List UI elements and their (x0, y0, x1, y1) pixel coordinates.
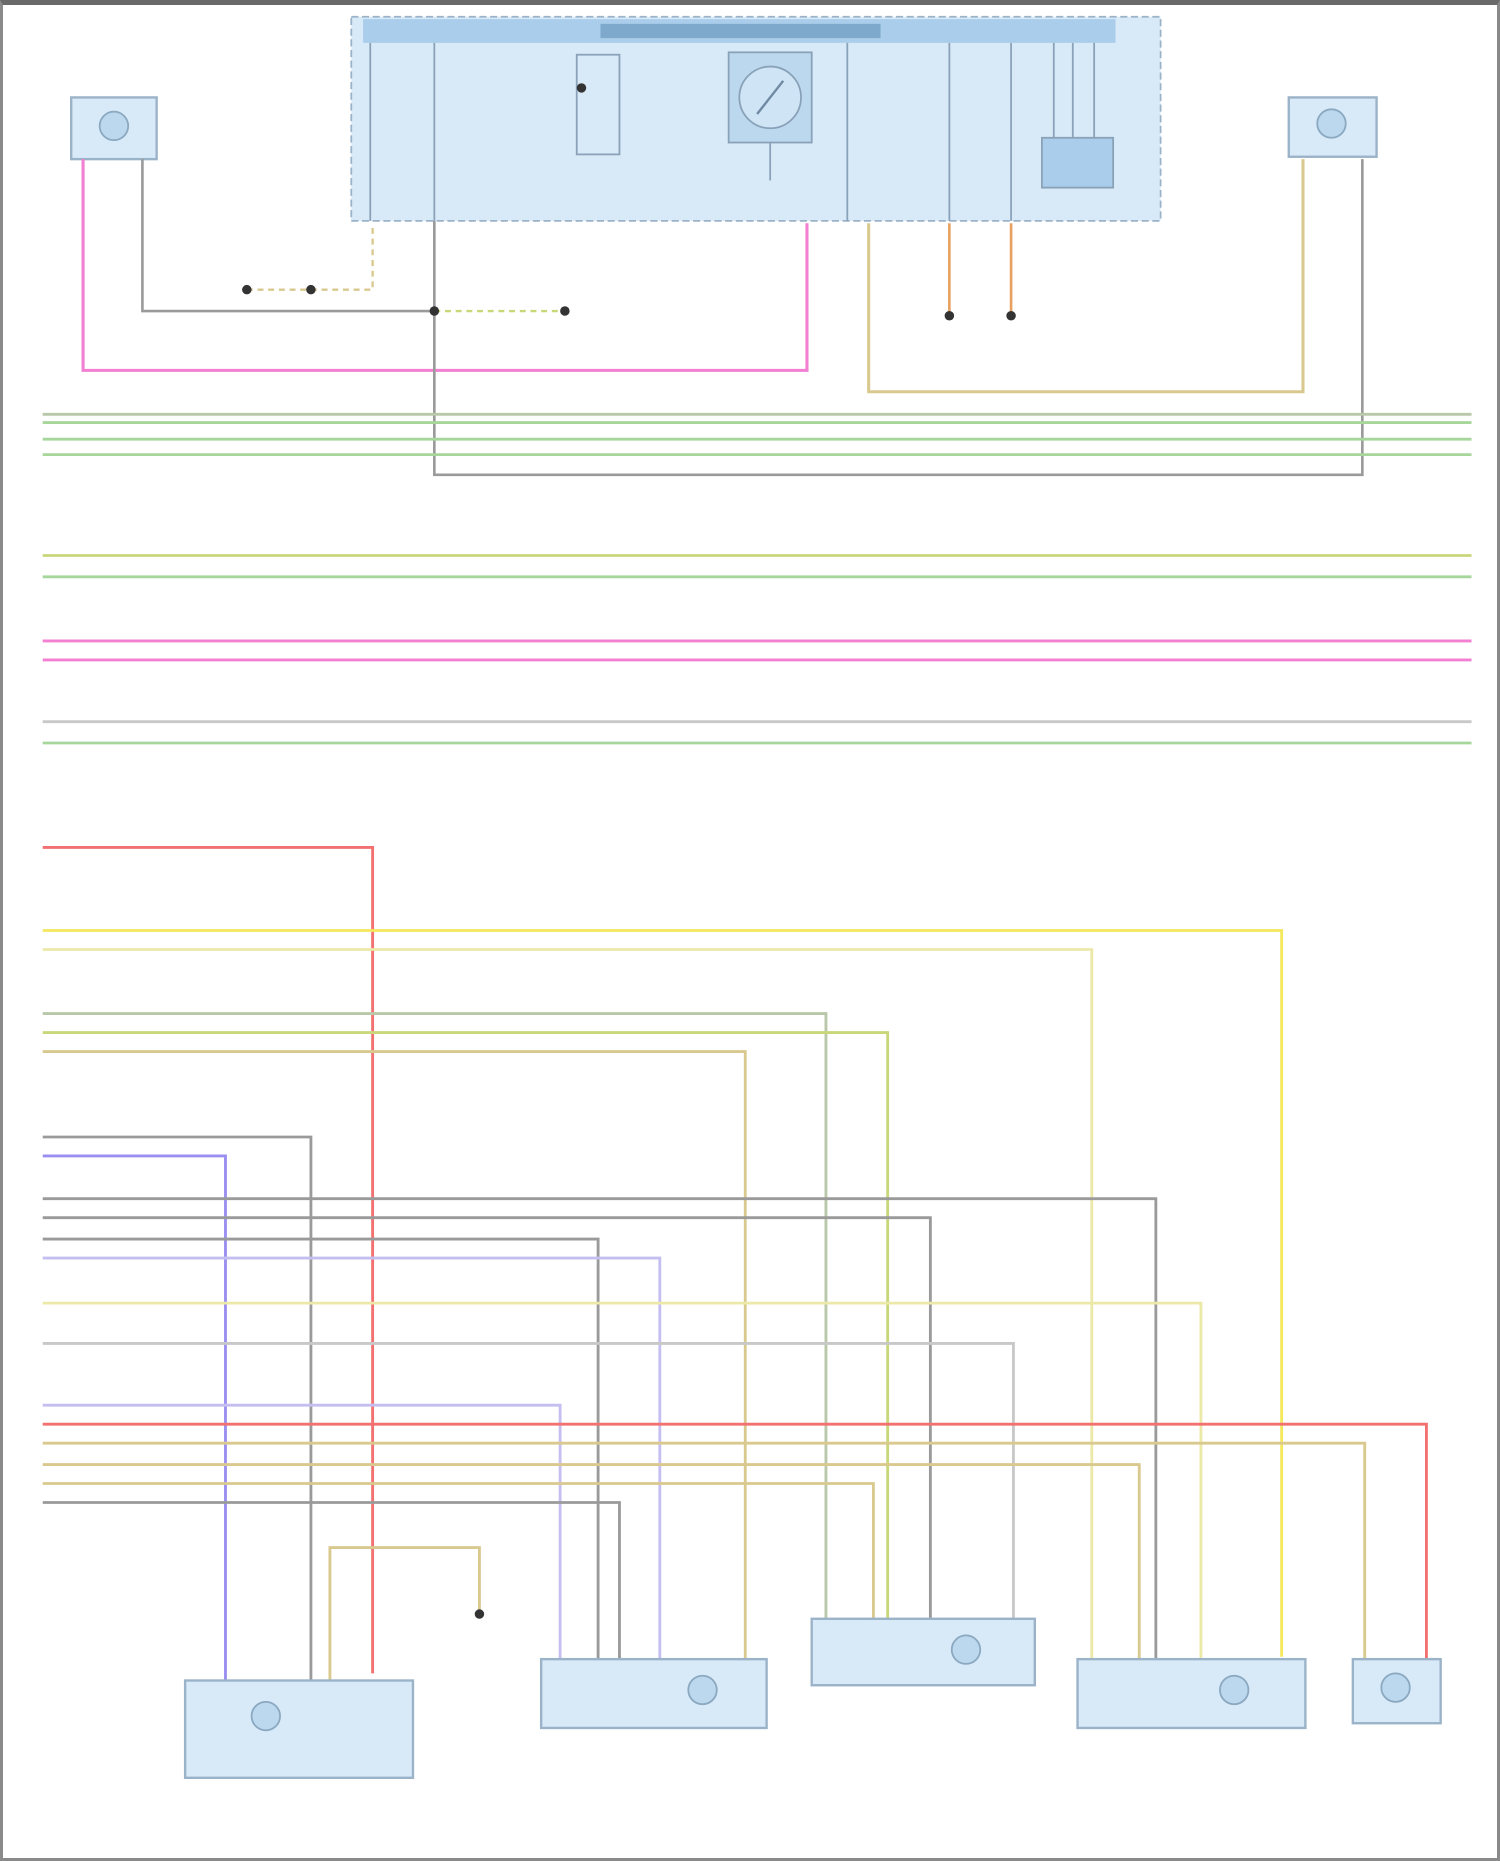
component-wire (42, 1154, 227, 1686)
wire-tan-ground (328, 1546, 481, 1686)
component-wire (42, 1342, 1015, 1626)
component-1 (183, 1679, 415, 1779)
component-3 (810, 1617, 1036, 1687)
component-wire (42, 929, 1284, 1657)
wire-tan-upper (867, 159, 1305, 394)
splice-dot (306, 284, 316, 295)
wire-tan-dashed (246, 223, 374, 291)
component-wire (42, 1482, 875, 1626)
component-wire (42, 1050, 747, 1662)
right-sensor-icon (1316, 108, 1347, 139)
motor-icon (950, 1634, 982, 1665)
sensor-icon (1380, 1672, 1411, 1703)
motor-icon (687, 1674, 718, 1706)
component-wire (42, 1256, 662, 1662)
module-switch-contact (576, 83, 587, 93)
module-switch-block (575, 53, 621, 156)
component-wire (42, 1031, 890, 1626)
component-wire (42, 1463, 1141, 1662)
gauge-needle-icon (756, 80, 785, 115)
ground-dot (1006, 311, 1016, 321)
component-wire (42, 1301, 1203, 1662)
component-wire (42, 1403, 562, 1662)
ground-dot (560, 306, 570, 316)
motor-icon (1219, 1674, 1250, 1706)
wire-gray-upper (141, 159, 435, 313)
component-wire (42, 1012, 828, 1626)
control-module-title-bar (600, 23, 881, 39)
ground-dot (944, 311, 955, 321)
component-wire (42, 1135, 313, 1683)
left-sensor-icon (98, 110, 130, 142)
component-wire (42, 948, 1094, 1662)
component-wire (42, 1237, 600, 1662)
component-4 (1076, 1657, 1307, 1730)
component-wire (42, 1197, 1158, 1662)
wire-gray-upper-right (433, 159, 1364, 477)
ground-dot (474, 1609, 485, 1619)
module-display-block (1041, 136, 1115, 189)
control-module (350, 15, 1162, 222)
splice-dot (429, 306, 440, 316)
component-wire (42, 1441, 1367, 1662)
component-wire (42, 1422, 1428, 1662)
wire-pink-upper (81, 159, 809, 372)
component-wire (42, 1216, 932, 1626)
splice-dot (242, 284, 252, 295)
motor-icon (250, 1700, 281, 1732)
component-2 (539, 1657, 768, 1730)
component-wire (42, 1501, 621, 1662)
component-wire (42, 846, 375, 1674)
